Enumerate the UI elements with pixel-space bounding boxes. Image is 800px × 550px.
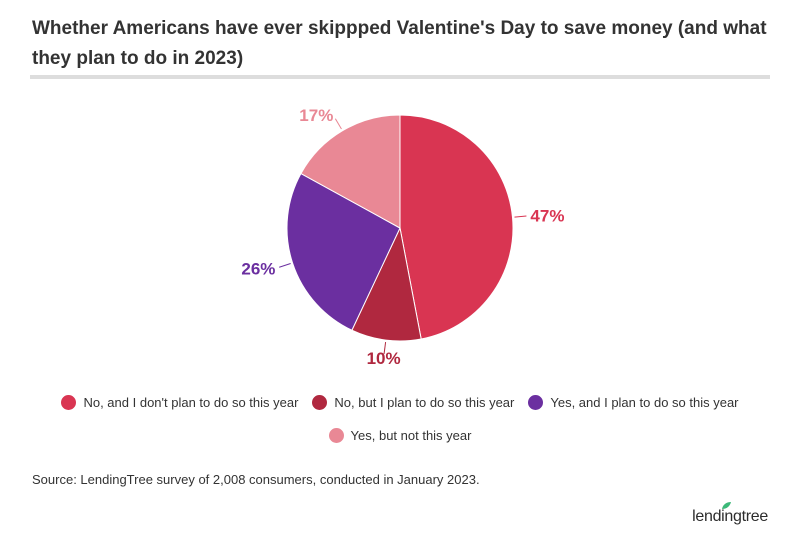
leader-line [279, 263, 291, 268]
data-label: 47% [530, 207, 564, 226]
leaf-icon [722, 502, 732, 509]
legend-row-1: No, and I don't plan to do so this year … [0, 395, 800, 410]
logo-text: lendingtree [692, 508, 768, 525]
legend-swatch [528, 395, 544, 410]
data-label: 17% [299, 106, 333, 125]
data-label: 26% [241, 259, 275, 278]
pie-slice[interactable] [351, 226, 422, 342]
legend-label: Yes, and I plan to do so this year [550, 395, 739, 410]
legend-swatch [328, 428, 344, 443]
title-divider [30, 75, 770, 79]
leader-line [514, 215, 527, 218]
data-label: 10% [367, 349, 401, 368]
legend-swatch [312, 395, 328, 410]
legend-row-2: Yes, but not this year [0, 428, 800, 443]
legend-swatch [61, 395, 77, 410]
source-note: Source: LendingTree survey of 2,008 cons… [32, 472, 480, 487]
lendingtree-logo: lendingtree [692, 502, 768, 526]
legend-label: Yes, but not this year [350, 428, 472, 443]
chart-title: Whether Americans have ever skippped Val… [32, 18, 767, 69]
leader-line [383, 342, 387, 355]
pie-slice[interactable] [300, 114, 401, 229]
legend-item[interactable]: No, and I don't plan to do so this year [61, 395, 298, 410]
legend-item[interactable]: Yes, and I plan to do so this year [528, 395, 739, 410]
legend-label: No, and I don't plan to do so this year [83, 395, 299, 410]
leader-line [334, 118, 342, 130]
legend-item[interactable]: Yes, but not this year [328, 428, 472, 443]
legend-item[interactable]: No, but I plan to do so this year [312, 395, 514, 410]
legend-label: No, but I plan to do so this year [334, 395, 515, 410]
pie-slice[interactable] [399, 114, 514, 340]
